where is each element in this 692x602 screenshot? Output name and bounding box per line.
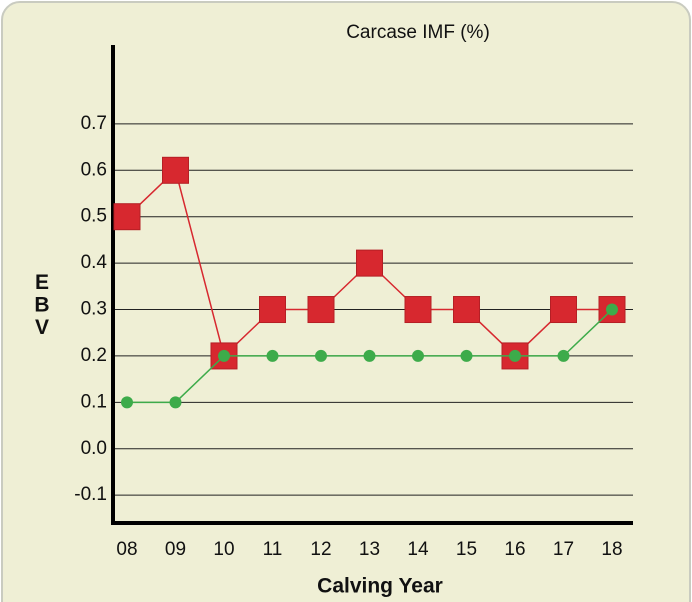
x-tick-label: 12	[310, 539, 331, 560]
y-tick-label: 0.0	[81, 438, 107, 459]
square-marker	[113, 203, 141, 231]
x-tick-label: 09	[165, 539, 186, 560]
square-marker	[453, 296, 480, 324]
y-tick-label: 0.2	[81, 345, 107, 366]
x-tick-label: 08	[116, 539, 137, 560]
x-axis-title: Calving Year	[317, 575, 443, 598]
circle-marker	[606, 303, 618, 316]
y-tick-label: 0.7	[81, 113, 107, 134]
x-tick-label: 16	[504, 539, 525, 560]
y-tick-label: 0.4	[81, 252, 108, 273]
circle-marker	[169, 396, 182, 409]
y-tick-label: -0.1	[74, 484, 107, 505]
circle-marker	[460, 349, 473, 362]
square-marker	[307, 296, 335, 324]
circle-marker	[266, 349, 279, 362]
y-tick-label: 0.6	[81, 159, 107, 180]
x-tick-label: 13	[359, 539, 380, 560]
x-tick-label: 17	[553, 539, 574, 560]
square-marker	[404, 296, 432, 324]
y-tick-label: 0.3	[81, 299, 107, 320]
square-marker	[162, 156, 189, 184]
circle-marker	[509, 349, 521, 362]
y-tick-label: 0.5	[81, 206, 107, 227]
x-tick-label: 15	[456, 539, 477, 560]
x-tick-label: 18	[601, 539, 622, 560]
chart-title: Carcase IMF (%)	[346, 22, 490, 43]
circle-marker	[412, 349, 424, 362]
square-marker	[550, 296, 577, 324]
x-tick-label: 14	[407, 539, 429, 560]
x-tick-label: 10	[213, 539, 234, 560]
circle-marker	[315, 349, 327, 362]
circle-marker	[121, 396, 133, 409]
circle-marker	[557, 349, 570, 362]
circle-marker	[363, 349, 376, 362]
square-marker	[356, 249, 383, 277]
circle-marker	[218, 349, 230, 362]
y-tick-label: 0.1	[81, 391, 107, 412]
square-marker	[259, 296, 286, 324]
x-tick-label: 11	[263, 539, 283, 560]
